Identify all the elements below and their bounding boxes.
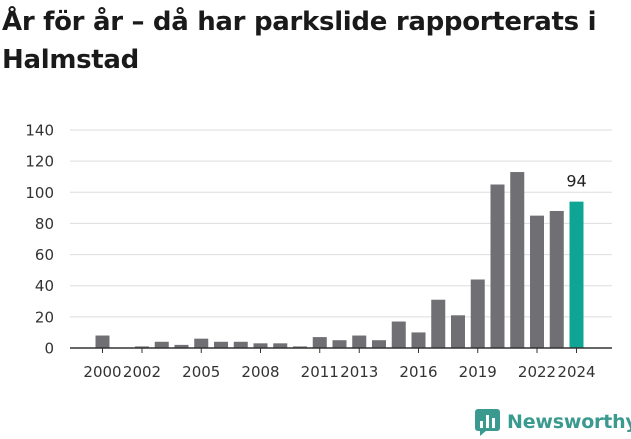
bar-2016 xyxy=(411,332,426,348)
y-tick-label: 20 xyxy=(35,308,54,326)
y-axis-tick-labels: 0 20 40 60 80 100 120 140 xyxy=(25,122,54,358)
bar-2014 xyxy=(372,340,386,348)
y-tick-label: 80 xyxy=(35,215,54,233)
bar-2005 xyxy=(194,338,209,348)
bar-2018 xyxy=(451,315,465,348)
x-tick-label-2005: 2005 xyxy=(182,363,220,381)
bar-2009 xyxy=(273,343,288,348)
newsworthy-logo-icon xyxy=(475,408,500,436)
x-tick-label-2016: 2016 xyxy=(399,363,437,381)
bar-2019 xyxy=(470,279,485,348)
x-tick-label-2024: 2024 xyxy=(557,363,595,381)
bar-2015 xyxy=(391,321,406,348)
bar-2007 xyxy=(233,341,248,348)
bar-2006 xyxy=(214,341,228,348)
bar-2013 xyxy=(352,335,367,348)
y-tick-label: 140 xyxy=(25,122,54,140)
x-tick-label-2002: 2002 xyxy=(123,363,161,381)
x-tick-label-2019: 2019 xyxy=(459,363,497,381)
bar-2011 xyxy=(312,337,327,348)
bars xyxy=(95,172,584,348)
newsworthy-brand: Newsworthy xyxy=(475,406,631,438)
bar-2020 xyxy=(490,184,505,348)
bar-2000 xyxy=(95,335,110,348)
x-tick-label-2008: 2008 xyxy=(241,363,279,381)
y-tick-label: 0 xyxy=(44,340,54,358)
bar-2017 xyxy=(431,299,446,348)
x-axis-tick-labels: 2000 2002 2005 2008 2011 2013 2016 2019 2022 2024 xyxy=(83,348,596,381)
bar-2002 xyxy=(135,346,149,348)
chart-title: År för år – då har parkslide rapporterat… xyxy=(2,7,597,75)
y-tick-label: 120 xyxy=(25,153,54,171)
y-tick-label: 60 xyxy=(35,246,54,264)
bar-2003 xyxy=(154,341,169,348)
bar-2023 xyxy=(549,210,564,348)
y-tick-label: 100 xyxy=(25,184,54,202)
bar-2004 xyxy=(174,344,189,348)
bar-2012 xyxy=(332,340,347,348)
bar-2024 xyxy=(569,201,584,348)
x-tick-label-2000: 2000 xyxy=(83,363,121,381)
brand-name: Newsworthy xyxy=(507,411,631,433)
bar-2022 xyxy=(530,215,544,348)
bar-2021 xyxy=(510,172,525,348)
data-labels: 94 xyxy=(566,172,586,191)
bar-2010 xyxy=(293,346,307,348)
bar-2008 xyxy=(253,343,268,348)
data-label-2024: 94 xyxy=(566,172,586,191)
x-tick-label-2022: 2022 xyxy=(518,363,556,381)
x-tick-label-2011: 2011 xyxy=(301,363,339,381)
y-tick-label: 40 xyxy=(35,277,54,295)
x-tick-label-2013: 2013 xyxy=(340,363,378,381)
